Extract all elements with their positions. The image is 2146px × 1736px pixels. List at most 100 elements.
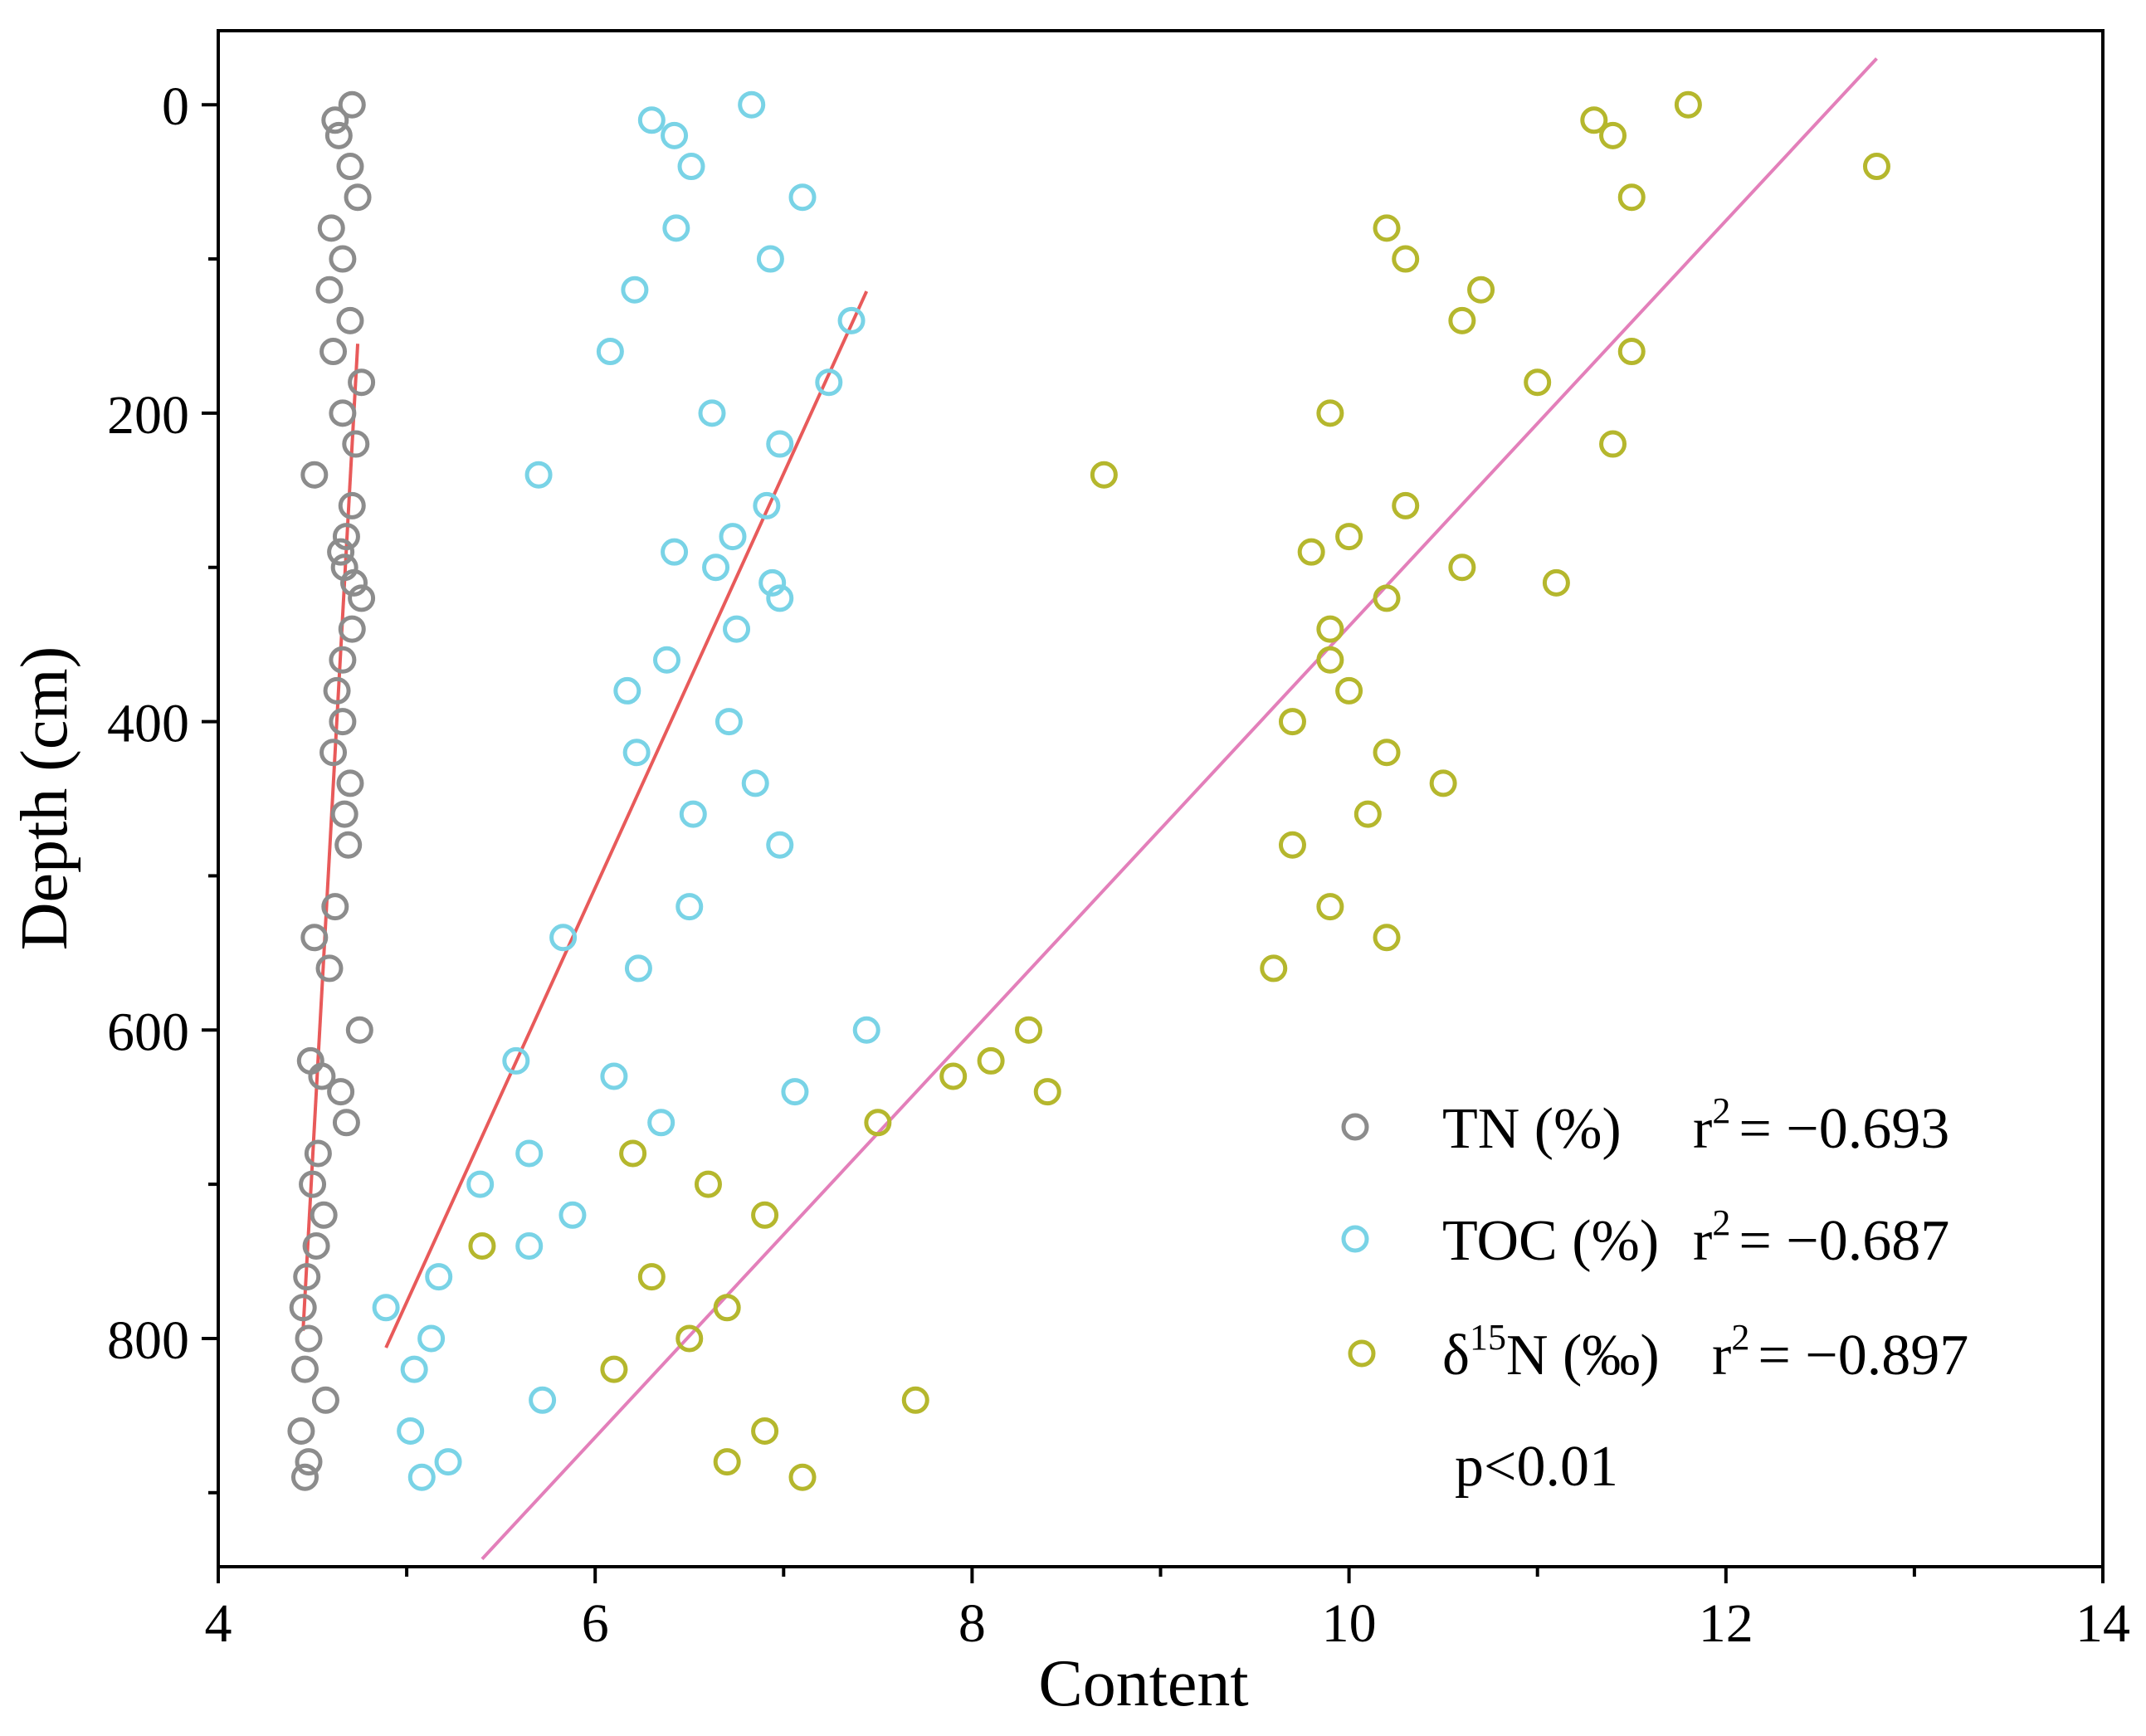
point-tn: [302, 1231, 330, 1260]
x-tick-label: 14: [2075, 1593, 2130, 1654]
point-toc: [624, 954, 652, 983]
point-tn: [336, 306, 364, 334]
point-tn: [315, 954, 344, 983]
point-toc: [676, 893, 704, 921]
point-d15n: [1278, 708, 1306, 736]
point-d15n: [676, 1324, 704, 1353]
point-d15n: [901, 1386, 929, 1414]
point-tn: [345, 1016, 373, 1044]
legend-r2-d15n-r: r: [1712, 1324, 1731, 1387]
point-toc: [622, 739, 651, 767]
point-toc: [723, 615, 751, 643]
point-tn: [329, 708, 357, 736]
point-tn: [323, 676, 351, 705]
y-tick-label: 200: [107, 385, 189, 446]
point-tn: [348, 368, 376, 397]
point-d15n: [713, 1448, 741, 1476]
point-toc: [529, 1386, 557, 1414]
point-tn: [319, 739, 348, 767]
legend-r2-tn-value: = −0.693: [1739, 1097, 1949, 1161]
point-d15n: [939, 1062, 968, 1090]
point-tn: [329, 646, 357, 674]
point-toc: [766, 430, 794, 458]
point-d15n: [1316, 615, 1344, 643]
point-toc: [756, 245, 784, 273]
point-d15n: [1617, 338, 1646, 366]
point-tn: [338, 615, 366, 643]
legend-r2-tn-r: r: [1693, 1097, 1712, 1161]
legend-r2-tn-sup: 2: [1712, 1090, 1730, 1131]
point-toc: [502, 1046, 530, 1075]
fit-line-tn: [301, 344, 360, 1331]
point-toc: [815, 368, 843, 397]
point-tn: [334, 831, 363, 859]
point-d15n: [1316, 399, 1344, 427]
point-d15n: [1335, 523, 1363, 551]
x-axis-ticks: 4 6 8 10 12 14: [205, 1567, 2130, 1654]
point-toc: [466, 1170, 495, 1198]
point-tn: [300, 924, 329, 952]
point-toc: [372, 1294, 400, 1322]
fit-line-d15n: [480, 57, 1878, 1561]
point-toc: [400, 1355, 428, 1383]
point-d15n: [1542, 568, 1570, 597]
point-tn: [324, 121, 353, 149]
point-tn: [327, 1078, 355, 1106]
point-toc: [647, 1109, 676, 1137]
point-toc: [621, 276, 649, 304]
legend-label-d15n: δ15N (‰): [1442, 1317, 1660, 1387]
point-d15n: [619, 1139, 647, 1168]
x-tick-label: 12: [1699, 1593, 1753, 1654]
y-axis-ticks: 0 200 400 600 800: [107, 76, 218, 1495]
point-tn: [336, 153, 364, 181]
point-toc: [637, 106, 666, 134]
point-d15n: [788, 1463, 817, 1491]
point-tn: [330, 800, 358, 828]
point-d15n: [1297, 538, 1325, 566]
point-d15n: [751, 1201, 779, 1229]
point-d15n: [1316, 646, 1344, 674]
legend-r2-toc-value: = −0.687: [1739, 1209, 1949, 1273]
legend-r2-toc-r: r: [1693, 1209, 1712, 1273]
point-tn: [299, 1170, 327, 1198]
point-d15n: [1392, 491, 1420, 519]
point-d15n: [1033, 1078, 1061, 1106]
point-toc: [741, 769, 769, 797]
point-toc: [753, 491, 781, 519]
point-tn: [348, 584, 376, 612]
point-d15n: [1448, 306, 1476, 334]
point-tn: [293, 1263, 321, 1291]
point-toc: [758, 568, 787, 597]
point-d15n: [1599, 121, 1627, 149]
point-toc: [766, 584, 794, 612]
p-value-annotation: p<0.01: [1455, 1435, 1618, 1499]
point-toc: [397, 1417, 425, 1445]
legend-marker-toc: [1341, 1225, 1369, 1253]
point-d15n: [864, 1109, 892, 1137]
legend-label-d15n-delta: δ: [1442, 1324, 1470, 1387]
point-d15n: [1090, 461, 1118, 489]
point-tn: [329, 245, 357, 273]
data-points: [287, 90, 1890, 1491]
point-d15n: [1524, 368, 1552, 397]
point-d15n: [694, 1170, 722, 1198]
point-d15n: [1316, 893, 1344, 921]
point-tn: [332, 523, 360, 551]
point-d15n: [1335, 676, 1363, 705]
point-toc: [425, 1263, 453, 1291]
point-toc: [715, 708, 743, 736]
point-d15n: [1015, 1016, 1043, 1044]
point-tn: [329, 399, 357, 427]
legend-label-tn: TN (%): [1442, 1097, 1622, 1161]
point-d15n: [713, 1294, 741, 1322]
point-tn: [287, 1417, 315, 1445]
point-toc: [852, 1016, 880, 1044]
legend-label-d15n-sup: 15: [1470, 1317, 1506, 1358]
point-tn: [344, 183, 372, 212]
point-toc: [407, 1463, 436, 1491]
point-tn: [295, 1324, 323, 1353]
legend-r2-toc: r2 = −0.687: [1693, 1202, 1949, 1273]
point-toc: [677, 153, 705, 181]
point-tn: [319, 338, 348, 366]
